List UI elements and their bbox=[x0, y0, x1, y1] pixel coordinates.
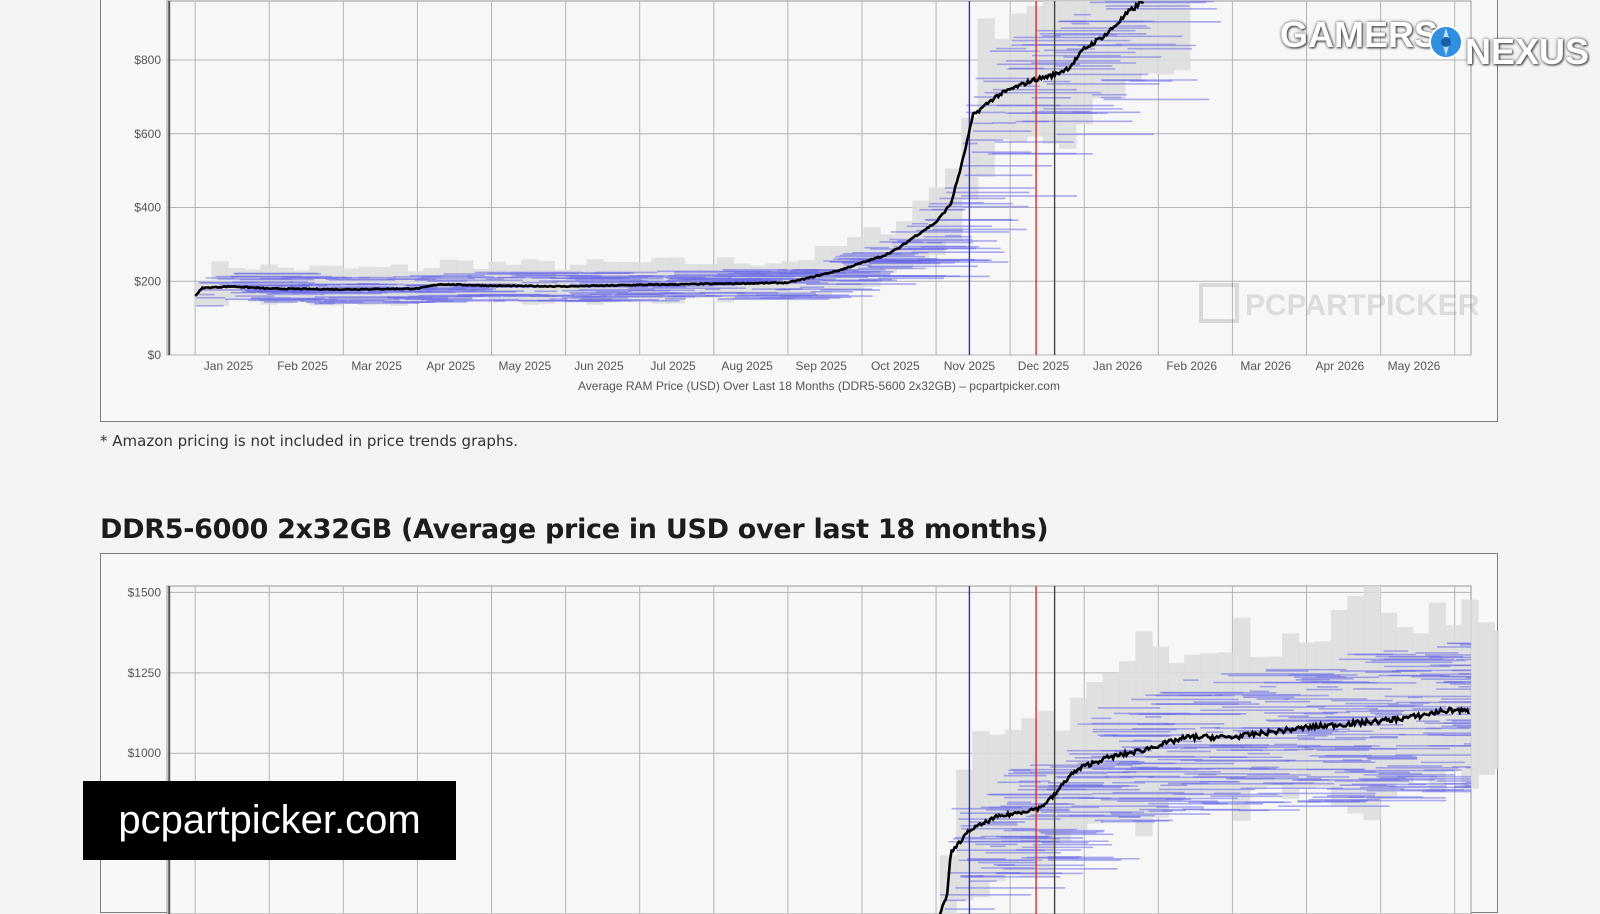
x-tick-label: Nov 2025 bbox=[944, 359, 996, 373]
gear-icon bbox=[1429, 25, 1463, 59]
x-tick-label: Sep 2025 bbox=[796, 359, 848, 373]
y-tick-label: $800 bbox=[134, 53, 161, 67]
price-range-band bbox=[1493, 630, 1499, 769]
price-range-band bbox=[1026, 5, 1044, 137]
x-tick-label: Dec 2025 bbox=[1018, 359, 1070, 373]
price-chart-ddr5-5600: $0 $200 $400 $600 $800 Jan 2025 Feb 2025 Mar 20… bbox=[100, 0, 1498, 422]
price-range-band bbox=[972, 731, 990, 898]
x-tick-label: Oct 2025 bbox=[871, 359, 920, 373]
x-tick-label: Feb 2025 bbox=[277, 359, 328, 373]
price-range-band bbox=[374, 266, 392, 305]
x-tick-label: May 2025 bbox=[499, 359, 552, 373]
x-tick-label: Aug 2025 bbox=[721, 359, 773, 373]
price-range-band bbox=[1347, 595, 1365, 814]
price-range-band bbox=[1135, 631, 1153, 837]
price-range-band bbox=[1156, 1, 1175, 75]
price-range-band bbox=[1477, 622, 1495, 775]
price-range-band bbox=[1233, 617, 1251, 821]
y-tick-label: $0 bbox=[148, 348, 162, 362]
source-caption: pcpartpicker.com bbox=[83, 781, 456, 860]
amazon-footnote: * Amazon pricing is not included in pric… bbox=[100, 432, 519, 450]
watermark-box-icon bbox=[1199, 283, 1239, 323]
x-axis-title: Average RAM Price (USD) Over Last 18 Mon… bbox=[578, 379, 1060, 393]
y-tick-label: $600 bbox=[134, 127, 161, 141]
x-tick-label: Jan 2026 bbox=[1093, 359, 1143, 373]
logo-word: GAMERS bbox=[1280, 14, 1439, 55]
price-range-band bbox=[1461, 599, 1479, 789]
gamers-nexus-logo: GAMERS NEXUS bbox=[1280, 14, 1590, 74]
x-tick-label: Mar 2025 bbox=[351, 359, 402, 373]
x-tick-label: Jan 2025 bbox=[204, 359, 254, 373]
y-tick-label: $1500 bbox=[128, 585, 162, 599]
price-range-band bbox=[1249, 656, 1267, 790]
price-chart-svg: $1500 $1250 $1000 bbox=[128, 585, 1499, 914]
price-range-band bbox=[1140, 1, 1158, 74]
average-price-line bbox=[194, 1, 1145, 297]
price-range-band bbox=[1167, 662, 1186, 799]
y-tick-label: $1000 bbox=[128, 746, 162, 760]
x-tick-label: Apr 2026 bbox=[1316, 359, 1365, 373]
price-chart-svg: $0 $200 $400 $600 $800 Jan 2025 Feb 2025 Mar 20… bbox=[134, 0, 1480, 393]
x-tick-label: Jun 2025 bbox=[574, 359, 624, 373]
x-tick-label: Jul 2025 bbox=[650, 359, 696, 373]
y-tick-label: $400 bbox=[134, 201, 161, 215]
y-tick-label: $200 bbox=[134, 274, 161, 288]
pcpartpicker-watermark: PCPARTPICKER bbox=[1199, 283, 1480, 323]
x-tick-label: Apr 2025 bbox=[426, 359, 475, 373]
y-tick-label: $1250 bbox=[128, 666, 162, 680]
price-range-band bbox=[1086, 682, 1104, 824]
average-price-line bbox=[938, 706, 1471, 914]
x-tick-label: Feb 2026 bbox=[1166, 359, 1217, 373]
watermark-text: PCPARTPICKER bbox=[1245, 289, 1480, 322]
price-range-band bbox=[358, 266, 376, 306]
price-range-band bbox=[944, 168, 963, 241]
x-tick-label: Mar 2026 bbox=[1240, 359, 1291, 373]
price-range-band bbox=[341, 268, 360, 304]
logo-word: NEXUS bbox=[1465, 31, 1590, 72]
section-title-ddr5-6000: DDR5-6000 2x32GB (Average price in USD o… bbox=[100, 514, 1049, 545]
x-tick-label: May 2026 bbox=[1388, 359, 1441, 373]
